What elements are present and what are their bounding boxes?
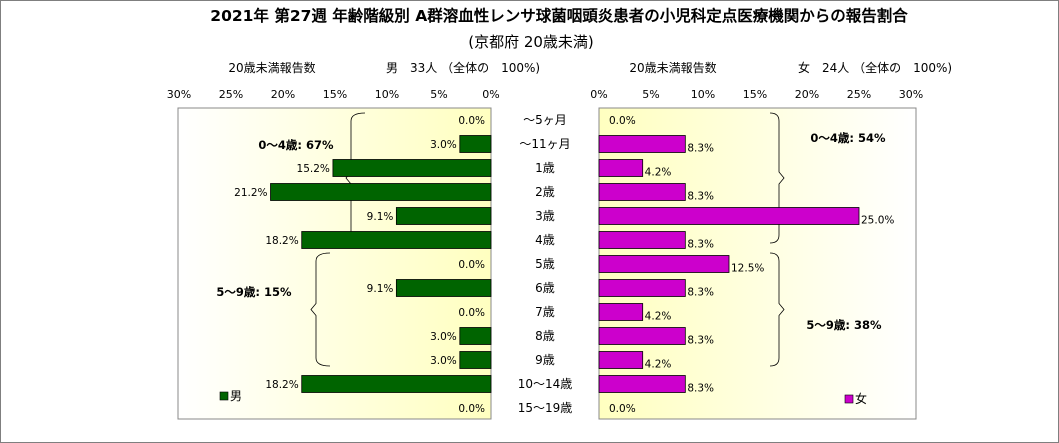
male-data-label: 0.0% bbox=[458, 115, 485, 127]
female-axis-tick: 20% bbox=[795, 88, 819, 101]
male-bar bbox=[395, 207, 492, 225]
male-header-label: 20歳未満報告数 bbox=[228, 60, 315, 75]
age-category-label: 4歳 bbox=[535, 233, 555, 247]
male-bar bbox=[459, 135, 492, 153]
male-data-label: 0.0% bbox=[458, 259, 485, 271]
age-category-label: 2歳 bbox=[535, 185, 555, 199]
male-bar bbox=[301, 375, 492, 393]
male-group-label: 5～9歳: 15% bbox=[216, 285, 292, 299]
age-category-label: 1歳 bbox=[535, 161, 555, 175]
female-data-label: 25.0% bbox=[861, 215, 894, 227]
age-category-label: 6歳 bbox=[535, 281, 555, 295]
male-axis-tick: 10% bbox=[375, 88, 399, 101]
age-category-labels: ～5ヶ月 ～11ヶ月 1歳 2歳 3歳 4歳 5歳 6歳 7歳 8歳 9歳 10～14歳 15～19歳 bbox=[518, 113, 573, 415]
male-axis-ticks: 0% 5% 10% 15% 20% 25% 30% bbox=[167, 88, 500, 101]
male-data-label: 3.0% bbox=[430, 331, 457, 343]
female-data-label: 0.0% bbox=[609, 403, 636, 415]
female-axis-ticks: 0% 5% 10% 15% 20% 25% 30% bbox=[590, 88, 923, 101]
female-bar bbox=[598, 159, 644, 177]
female-legend-label: 女 bbox=[855, 391, 867, 406]
female-data-label: 0.0% bbox=[609, 115, 636, 127]
female-header-total: 女 24人 （全体の 100%) bbox=[798, 60, 952, 75]
female-axis-tick: 10% bbox=[691, 88, 715, 101]
male-bar bbox=[459, 351, 492, 369]
male-axis-tick: 0% bbox=[482, 88, 499, 101]
female-data-label: 8.3% bbox=[687, 287, 714, 299]
age-category-label: 10～14歳 bbox=[518, 377, 573, 391]
male-legend-swatch bbox=[219, 391, 229, 401]
female-axis-tick: 5% bbox=[642, 88, 659, 101]
female-data-label: 4.2% bbox=[645, 311, 672, 323]
female-axis-tick: 0% bbox=[590, 88, 607, 101]
female-bar bbox=[598, 303, 644, 321]
female-group-label: 5～9歳: 38% bbox=[806, 318, 882, 332]
age-group-labels: 0～4歳: 67% 5～9歳: 15% 0～4歳: 54% 5～9歳: 38% bbox=[216, 131, 886, 332]
male-data-label: 18.2% bbox=[265, 379, 298, 391]
female-axis-tick: 15% bbox=[743, 88, 767, 101]
chart-title: 2021年 第27週 年齢階級別 A群溶血性レンサ球菌咽頭炎患者の小児科定点医療… bbox=[210, 6, 908, 25]
male-data-label: 3.0% bbox=[430, 355, 457, 367]
age-category-label: 8歳 bbox=[535, 329, 555, 343]
male-data-label: 15.2% bbox=[297, 163, 330, 175]
female-group-label: 0～4歳: 54% bbox=[810, 131, 886, 145]
male-data-label: 9.1% bbox=[367, 211, 394, 223]
female-series: 0.0% 8.3% 4.2% 8.3% 25.0% 8.3% 12.5% 8.3% 4.2% 8.… bbox=[598, 115, 894, 415]
male-plot-area bbox=[177, 107, 492, 420]
female-data-label: 12.5% bbox=[731, 263, 764, 275]
male-bar bbox=[332, 159, 492, 177]
female-data-label: 8.3% bbox=[687, 143, 714, 155]
male-axis-tick: 30% bbox=[167, 88, 191, 101]
female-data-label: 8.3% bbox=[687, 191, 714, 203]
male-group-label: 0～4歳: 67% bbox=[258, 138, 334, 152]
age-category-label: 3歳 bbox=[535, 209, 555, 223]
female-bar bbox=[598, 231, 686, 249]
female-bar bbox=[598, 255, 730, 273]
male-bracket-5-9 bbox=[310, 252, 331, 367]
male-data-label: 0.0% bbox=[458, 403, 485, 415]
male-data-label: 18.2% bbox=[265, 235, 298, 247]
age-category-label: 7歳 bbox=[535, 305, 555, 319]
female-bar bbox=[598, 327, 686, 345]
age-category-label: 5歳 bbox=[535, 257, 555, 271]
male-data-label: 21.2% bbox=[234, 187, 267, 199]
female-bar bbox=[598, 351, 644, 369]
female-legend-swatch bbox=[844, 394, 854, 404]
age-category-label: ～5ヶ月 bbox=[523, 113, 567, 127]
age-category-label: ～11ヶ月 bbox=[519, 137, 570, 151]
male-header-total: 男 33人 （全体の 100%) bbox=[386, 60, 540, 75]
female-bar bbox=[598, 279, 686, 297]
male-bar bbox=[395, 279, 492, 297]
female-bar bbox=[598, 207, 860, 225]
female-data-label: 8.3% bbox=[687, 335, 714, 347]
male-axis-tick: 15% bbox=[323, 88, 347, 101]
female-bar bbox=[598, 375, 686, 393]
male-data-label: 9.1% bbox=[367, 283, 394, 295]
chart-subtitle: (京都府 20歳未満) bbox=[468, 33, 594, 51]
female-axis-tick: 25% bbox=[847, 88, 871, 101]
female-bar bbox=[598, 183, 686, 201]
female-bar bbox=[598, 135, 686, 153]
male-data-label: 3.0% bbox=[430, 139, 457, 151]
male-series: 0.0%3.0%15.2%21.2%9.1%18.2%0.0%9.1%0.0%3… bbox=[234, 115, 492, 415]
age-category-label: 9歳 bbox=[535, 353, 555, 367]
female-data-label: 8.3% bbox=[687, 239, 714, 251]
age-category-label: 15～19歳 bbox=[518, 401, 573, 415]
male-bar bbox=[459, 327, 492, 345]
female-data-label: 4.2% bbox=[645, 167, 672, 179]
male-legend-label: 男 bbox=[230, 389, 242, 403]
male-axis-tick: 25% bbox=[219, 88, 243, 101]
female-bracket-5-9 bbox=[769, 252, 785, 367]
female-bracket-0-4 bbox=[769, 112, 785, 244]
male-bar bbox=[270, 183, 492, 201]
female-data-label: 4.2% bbox=[645, 359, 672, 371]
male-data-label: 0.0% bbox=[458, 307, 485, 319]
female-axis-tick: 30% bbox=[899, 88, 923, 101]
male-axis-tick: 5% bbox=[430, 88, 447, 101]
female-header-label: 20歳未満報告数 bbox=[629, 60, 716, 75]
male-axis-tick: 20% bbox=[271, 88, 295, 101]
male-bar bbox=[301, 231, 492, 249]
female-data-label: 8.3% bbox=[687, 383, 714, 395]
